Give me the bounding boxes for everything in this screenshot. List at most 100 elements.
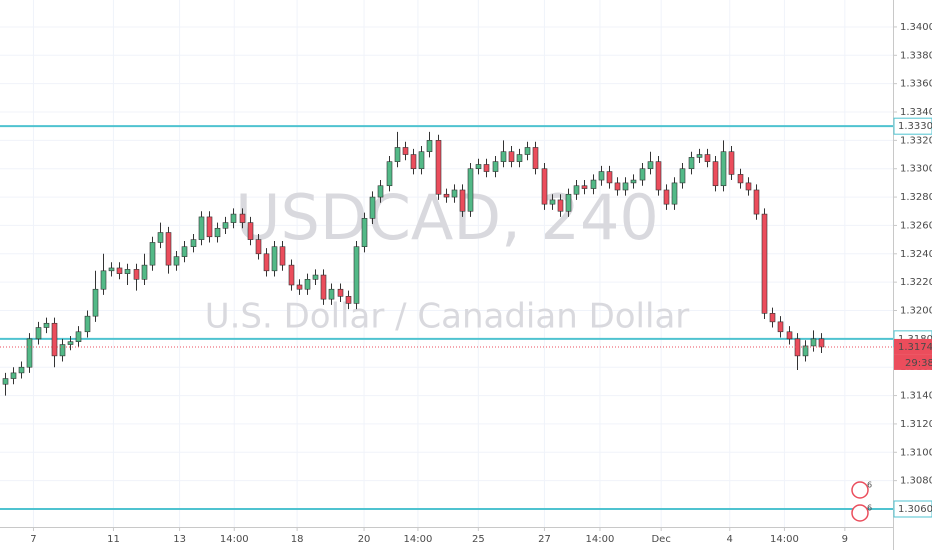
grid — [0, 0, 893, 527]
candle-body — [51, 322, 58, 357]
candle-body — [459, 189, 466, 212]
candle-body — [304, 279, 311, 290]
y-tick-label: 1.33200 — [900, 135, 932, 146]
x-tick-label: 11 — [107, 534, 120, 545]
candle-body — [761, 213, 768, 314]
candle-body — [100, 270, 107, 290]
candle-body — [769, 313, 776, 323]
candle-body — [149, 242, 156, 266]
candle-body — [337, 288, 344, 297]
candle-body — [541, 168, 548, 205]
candle-body — [394, 147, 401, 162]
y-tick-label: 1.32200 — [900, 277, 932, 288]
candle-body — [328, 288, 335, 300]
candle-body — [663, 189, 670, 205]
candle-body — [214, 227, 221, 238]
candle-body — [190, 239, 197, 247]
candle-body — [435, 140, 442, 195]
candle-body — [786, 331, 793, 340]
candle-body — [239, 213, 246, 223]
candle-body — [377, 185, 384, 198]
candle-body — [712, 161, 719, 187]
candle-body — [43, 322, 50, 328]
y-tick-label: 1.32400 — [900, 249, 932, 260]
candle-body — [18, 366, 25, 374]
candle-body — [312, 274, 319, 280]
candle-body — [573, 185, 580, 195]
candle-body — [581, 185, 588, 189]
y-tick-label: 1.33400 — [900, 107, 932, 118]
candle-body — [26, 338, 33, 368]
x-tick-label: Dec — [651, 534, 670, 545]
watermark-subtitle: U.S. Dollar / Canadian Dollar — [205, 297, 690, 337]
candle-body — [745, 182, 752, 191]
candle-body — [296, 284, 303, 290]
y-tick-label: 1.34000 — [900, 22, 932, 33]
candle-body — [198, 216, 205, 240]
y-tick-label: 1.30800 — [900, 476, 932, 487]
candle-body — [810, 338, 817, 347]
candle-body — [165, 232, 172, 266]
candle-body — [598, 171, 605, 181]
candle-body — [475, 164, 482, 170]
candle-body — [418, 151, 425, 170]
candle-body — [361, 218, 368, 247]
candle-body — [524, 147, 531, 155]
candle-body — [108, 267, 115, 272]
y-tick-label: 1.32000 — [900, 306, 932, 317]
event-marker-count: 6 — [867, 481, 872, 490]
candle-body — [467, 168, 474, 212]
y-tick-label: 1.31200 — [900, 419, 932, 430]
candle-body — [590, 179, 597, 189]
candle-body — [133, 269, 140, 280]
x-tick-label: 7 — [30, 534, 36, 545]
candle-body — [59, 344, 66, 357]
candle-body — [320, 274, 327, 300]
x-tick-label: 4 — [727, 534, 733, 545]
x-tick-label: 20 — [358, 534, 371, 545]
y-tick-label: 1.31000 — [900, 447, 932, 458]
y-tick-label: 1.33800 — [900, 50, 932, 61]
candle-body — [426, 140, 433, 153]
x-tick-label: 9 — [842, 534, 848, 545]
candle-body — [345, 296, 352, 304]
x-tick-label: 14:00 — [220, 534, 249, 545]
candle-body — [222, 222, 229, 229]
candle-body — [116, 267, 123, 274]
candle-body — [720, 151, 727, 187]
hline-label: 1.33300 — [898, 121, 932, 132]
candle-body — [492, 161, 499, 172]
candle-body — [288, 264, 295, 286]
x-tick-label: 14:00 — [404, 534, 433, 545]
candle-body — [173, 256, 180, 266]
event-marker-count: 6 — [867, 504, 872, 513]
last-price-label: 1.31743 — [898, 342, 932, 353]
candle-body — [647, 161, 654, 170]
x-tick-label: 14:00 — [770, 534, 799, 545]
candle-body — [75, 331, 82, 342]
candle-body — [622, 182, 629, 191]
candle-body — [516, 154, 523, 162]
candle-body — [696, 154, 703, 158]
x-tick-label: 18 — [291, 534, 304, 545]
candle-body — [35, 327, 42, 340]
candle-body — [753, 189, 760, 215]
candle-body — [549, 199, 556, 205]
candle-body — [630, 179, 637, 184]
candle-body — [230, 213, 237, 223]
candle-body — [639, 168, 646, 181]
candle-body — [443, 193, 450, 198]
candle-body — [279, 246, 286, 266]
event-marker — [851, 504, 869, 522]
event-marker — [851, 481, 869, 499]
candle-body — [818, 338, 825, 348]
candle-body — [671, 182, 678, 205]
x-tick-label: 13 — [173, 534, 186, 545]
candle-body — [410, 154, 417, 170]
candle-body — [483, 164, 490, 172]
candle-body — [614, 182, 621, 191]
candle-body — [655, 161, 662, 191]
candle-body — [802, 345, 809, 357]
